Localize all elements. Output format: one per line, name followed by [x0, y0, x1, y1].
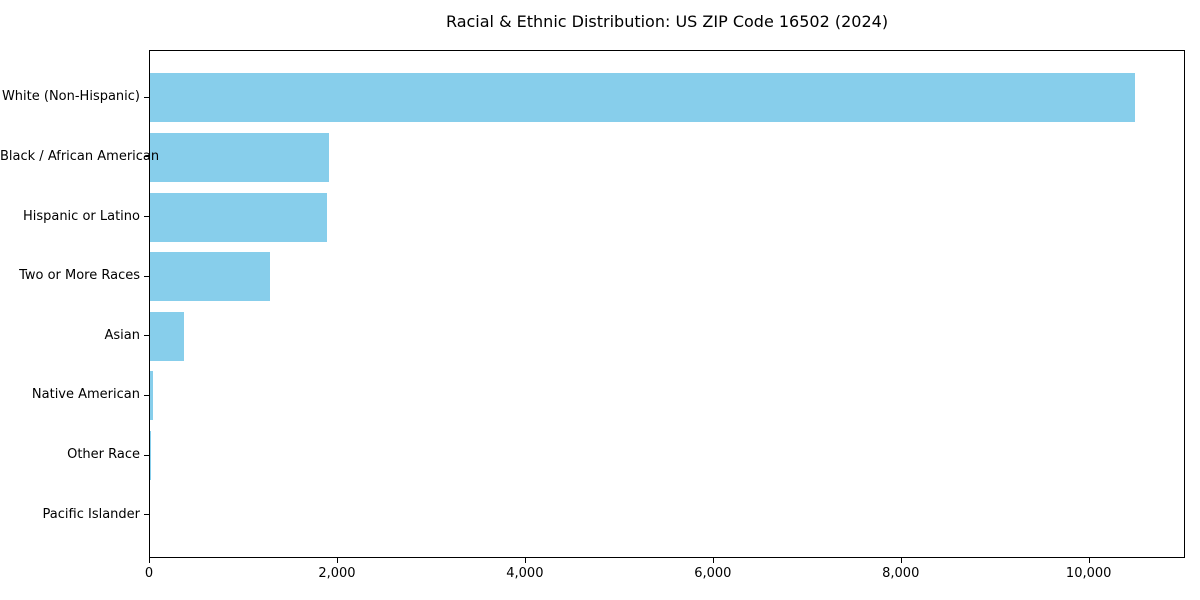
- bar-hispanic-or-latino: [150, 192, 328, 242]
- bar-row: [150, 371, 1184, 421]
- x-tick-label: 10,000: [1065, 566, 1112, 581]
- y-tick-label: Black / African American: [0, 148, 160, 164]
- y-tick-label: Pacific Islander: [42, 506, 140, 522]
- x-tick-mark: [524, 558, 526, 563]
- y-tick-mark: [144, 454, 149, 456]
- x-tick-label: 2,000: [318, 566, 356, 581]
- y-tick-mark: [144, 514, 149, 516]
- chart-title: Racial & Ethnic Distribution: US ZIP Cod…: [445, 12, 889, 31]
- x-tick-label: 4,000: [506, 566, 544, 581]
- bar-black-african-american: [150, 132, 330, 182]
- plot-area: [149, 50, 1185, 558]
- y-tick-label: Hispanic or Latino: [22, 208, 140, 224]
- x-tick-mark: [336, 558, 338, 563]
- x-tick-mark: [1088, 558, 1090, 563]
- bar-row: [150, 132, 1184, 182]
- y-tick-label: White (Non-Hispanic): [1, 89, 140, 105]
- y-tick-mark: [144, 156, 149, 158]
- y-tick-mark: [144, 216, 149, 218]
- bar-asian: [150, 311, 184, 361]
- bar-white-non-hispanic: [150, 73, 1135, 123]
- bar-row: [150, 73, 1184, 123]
- x-tick-label: 6,000: [694, 566, 732, 581]
- x-tick-label: 8,000: [882, 566, 920, 581]
- bar-other-race: [150, 431, 151, 481]
- bar-native-american: [150, 371, 153, 421]
- bar-row: [150, 192, 1184, 242]
- x-tick-label: 0: [144, 566, 154, 581]
- bar-row: [150, 252, 1184, 302]
- bar-row: [150, 491, 1184, 540]
- y-tick-label: Native American: [31, 387, 140, 403]
- y-tick-mark: [144, 96, 149, 98]
- y-tick-label: Two or More Races: [19, 268, 140, 284]
- x-tick-mark: [900, 558, 902, 563]
- y-tick-label: Other Race: [67, 447, 140, 463]
- bar-row: [150, 311, 1184, 361]
- y-tick-mark: [144, 275, 149, 277]
- x-tick-mark: [712, 558, 714, 563]
- y-tick-mark: [144, 394, 149, 396]
- bar-two-or-more-races: [150, 252, 271, 302]
- bar-row: [150, 431, 1184, 481]
- y-tick-mark: [144, 335, 149, 337]
- y-tick-label: Asian: [104, 327, 140, 343]
- x-tick-mark: [149, 558, 150, 563]
